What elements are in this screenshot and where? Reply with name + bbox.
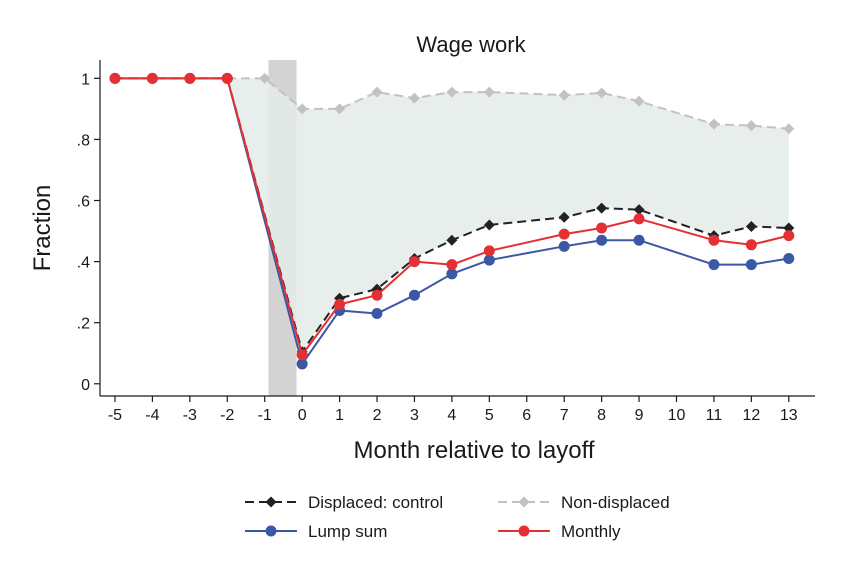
data-point-lump-sum xyxy=(371,308,383,320)
data-point-monthly xyxy=(408,256,420,268)
data-point-non-displaced xyxy=(446,86,458,98)
data-point-non-displaced xyxy=(259,72,271,84)
data-point-displaced-control xyxy=(558,211,570,223)
data-point-non-displaced xyxy=(633,95,645,107)
legend-label: Non-displaced xyxy=(561,493,670,512)
x-tick-label: 5 xyxy=(485,407,494,424)
x-tick-label: -1 xyxy=(258,407,272,424)
x-tick-label: 4 xyxy=(447,407,456,424)
data-point-non-displaced xyxy=(558,89,570,101)
y-tick-label: .4 xyxy=(77,255,90,272)
data-point-lump-sum xyxy=(633,234,645,246)
data-point-monthly xyxy=(633,213,645,225)
data-point-lump-sum xyxy=(446,268,458,280)
data-point-monthly xyxy=(783,230,795,242)
x-tick-label: -5 xyxy=(108,407,122,424)
data-point-monthly xyxy=(184,72,196,84)
data-point-monthly xyxy=(146,72,158,84)
x-tick-label: 1 xyxy=(335,407,344,424)
x-tick-label: 10 xyxy=(668,407,686,424)
data-point-monthly xyxy=(708,234,720,246)
x-tick-label: 0 xyxy=(298,407,307,424)
data-point-non-displaced xyxy=(334,103,346,115)
data-point-displaced-control xyxy=(633,204,645,216)
data-point-displaced-control xyxy=(745,220,757,232)
fill-band xyxy=(114,78,789,352)
axes: 0.2.4.6.81-5 -4 -3 -2 -1 0 1 2 3 4 5 6 7 8 9 10 11 12 13 xyxy=(77,60,815,424)
data-point-monthly xyxy=(109,72,121,84)
legend-label: Lump sum xyxy=(308,522,387,541)
data-point-monthly xyxy=(745,239,757,251)
legend: Displaced: control Non-displaced Lump sum M… xyxy=(245,493,670,541)
legend-label: Monthly xyxy=(561,522,621,541)
data-point-lump-sum xyxy=(296,358,308,370)
x-tick-label: -3 xyxy=(183,407,197,424)
data-point-lump-sum xyxy=(745,259,757,271)
chart-title: Wage work xyxy=(416,32,526,57)
legend-swatch-marker xyxy=(518,496,530,508)
x-tick-label: 2 xyxy=(373,407,382,424)
x-tick-label: 12 xyxy=(742,407,760,424)
x-tick-label: 7 xyxy=(560,407,569,424)
x-tick-label: -4 xyxy=(145,407,159,424)
data-point-displaced-control xyxy=(483,219,495,231)
data-point-lump-sum xyxy=(596,234,608,246)
data-point-monthly xyxy=(296,349,308,361)
x-tick-label: -2 xyxy=(220,407,234,424)
data-point-monthly xyxy=(596,222,608,234)
data-point-monthly xyxy=(371,289,383,301)
y-tick-label: 1 xyxy=(81,71,90,88)
plot-area xyxy=(109,60,795,396)
data-point-monthly xyxy=(558,228,570,240)
data-point-non-displaced xyxy=(745,120,757,132)
data-point-non-displaced xyxy=(483,86,495,98)
data-point-lump-sum xyxy=(558,240,570,252)
x-tick-label: 8 xyxy=(597,407,606,424)
data-point-non-displaced xyxy=(783,123,795,135)
x-tick-label: 3 xyxy=(410,407,419,424)
data-point-lump-sum xyxy=(483,254,495,266)
y-tick-label: 0 xyxy=(81,377,90,394)
data-point-non-displaced xyxy=(371,86,383,98)
data-point-displaced-control xyxy=(783,222,795,234)
legend-label: Displaced: control xyxy=(308,493,443,512)
data-point-non-displaced xyxy=(708,118,720,130)
data-point-displaced-control xyxy=(596,202,608,214)
y-tick-label: .8 xyxy=(77,132,90,149)
y-tick-label: .2 xyxy=(77,316,90,333)
x-tick-label: 11 xyxy=(706,407,723,424)
y-axis-title: Fraction xyxy=(29,185,56,272)
x-tick-label: 6 xyxy=(522,407,531,424)
data-point-monthly xyxy=(483,245,495,257)
data-point-non-displaced xyxy=(596,87,608,99)
data-point-monthly xyxy=(221,72,233,84)
series-line-displaced-control xyxy=(114,77,789,353)
x-tick-label: 9 xyxy=(635,407,644,424)
x-tick-label: 13 xyxy=(780,407,798,424)
data-point-lump-sum xyxy=(783,253,795,265)
data-point-non-displaced xyxy=(408,92,420,104)
x-axis-title: Month relative to layoff xyxy=(353,437,594,464)
data-point-monthly xyxy=(446,259,458,271)
data-point-displaced-control xyxy=(446,234,458,246)
data-point-non-displaced xyxy=(296,103,308,115)
y-tick-label: .6 xyxy=(77,194,90,211)
data-point-lump-sum xyxy=(708,259,720,271)
data-point-lump-sum xyxy=(408,289,420,301)
legend-swatch-marker xyxy=(518,525,530,537)
legend-swatch-marker xyxy=(265,525,277,537)
legend-swatch-marker xyxy=(265,496,277,508)
data-point-monthly xyxy=(334,298,346,310)
series-line-monthly xyxy=(114,77,790,356)
